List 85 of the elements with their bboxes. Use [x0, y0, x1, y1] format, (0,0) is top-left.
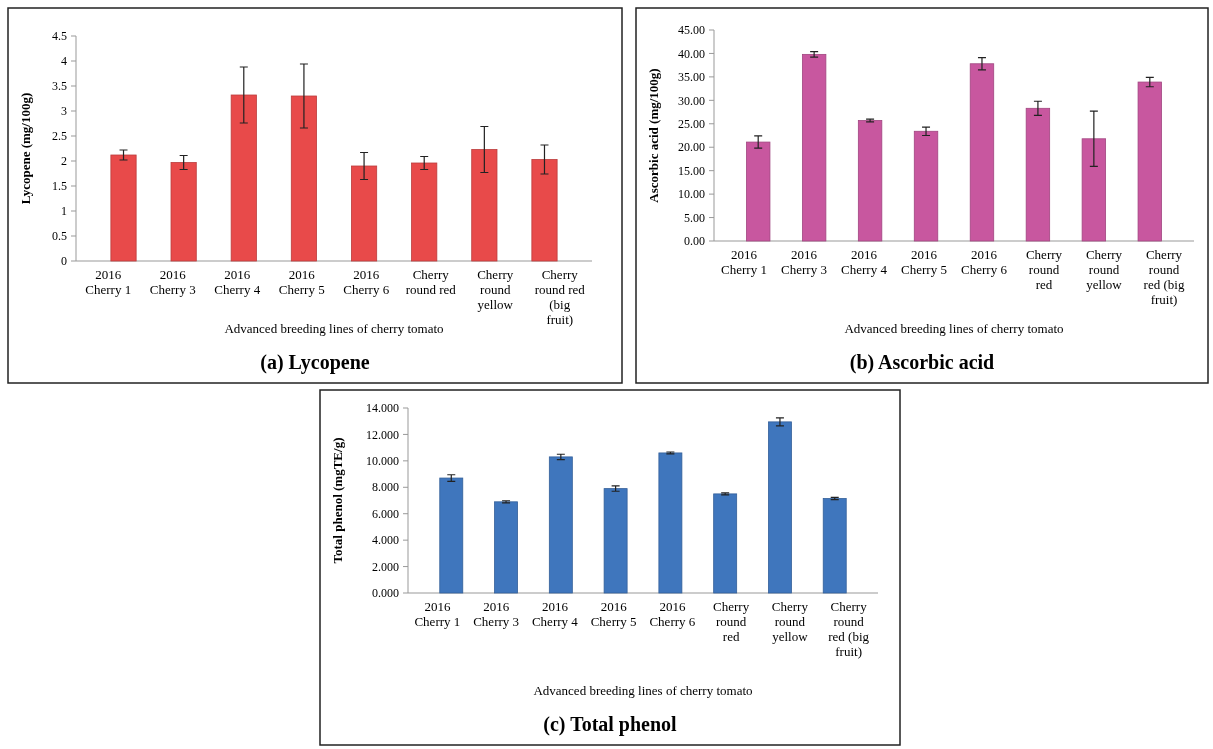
y-axis-title: Total phenol (mgTE/g) — [330, 437, 345, 564]
y-tick-label: 35.00 — [678, 70, 705, 85]
x-axis-title: Advanced breeding lines of cherry tomato — [533, 683, 753, 698]
bar — [822, 498, 847, 594]
y-tick-label: 5.00 — [684, 210, 705, 225]
y-tick-label: 1 — [61, 204, 67, 219]
y-tick-label: 2.000 — [372, 559, 399, 574]
text: (b) Ascorbic acid — [849, 351, 995, 374]
x-tick-label: 2016 Cherry 3 — [781, 247, 827, 277]
bar — [713, 493, 738, 594]
y-tick-label: 3.5 — [52, 79, 67, 94]
y-tick-label: 4.000 — [372, 533, 399, 548]
bar — [439, 477, 464, 594]
x-tick-label: 2016 Cherry 1 — [721, 247, 767, 277]
y-tick-label: 3 — [61, 104, 67, 119]
y-axis-title: Lycopene (mg/100g) — [18, 92, 33, 205]
x-tick-label: 2016 Cherry 1 — [85, 267, 132, 297]
bar — [170, 162, 197, 262]
bar — [110, 154, 137, 262]
bar — [913, 130, 939, 242]
bar — [411, 162, 438, 262]
x-tick-label: 2016 Cherry 6 — [649, 599, 696, 629]
x-tick-label: Cherry round yellow — [1085, 247, 1123, 292]
text: (c) Total phenol — [543, 713, 678, 736]
y-tick-label: 14.000 — [366, 401, 399, 416]
x-tick-label: 2016 Cherry 4 — [841, 247, 888, 277]
y-tick-label: 40.00 — [678, 46, 705, 61]
bar — [1137, 81, 1162, 242]
y-tick-label: 6.000 — [372, 506, 399, 521]
y-tick-label: 30.00 — [678, 93, 705, 108]
y-tick-label: 0 — [61, 254, 67, 269]
text: (a) Lycopene — [260, 351, 370, 374]
bar — [1025, 107, 1051, 242]
bar — [230, 94, 257, 262]
x-tick-label: 2016 Cherry 6 — [343, 267, 390, 297]
x-tick-label: 2016 Cherry 4 — [531, 599, 579, 629]
x-tick-label: Cherry round red (big fruit) — [1143, 247, 1185, 307]
y-tick-label: 10.000 — [366, 454, 399, 469]
x-axis-title: Advanced breeding lines of cherry tomato — [844, 321, 1064, 336]
y-tick-label: 15.00 — [678, 163, 705, 178]
x-tick-label: Cherry round yellow — [771, 599, 809, 644]
x-tick-label: 2016 Cherry 5 — [278, 267, 325, 297]
y-tick-label: 45.00 — [678, 23, 705, 38]
y-tick-label: 12.000 — [366, 427, 399, 442]
bar — [494, 501, 518, 594]
y-tick-label: 0.000 — [372, 586, 399, 601]
x-tick-label: 2016 Cherry 5 — [590, 599, 637, 629]
bar — [351, 165, 378, 262]
y-tick-label: 2 — [61, 154, 67, 169]
bar — [290, 95, 317, 262]
y-axis-title: Ascorbic acid (mg/100g) — [646, 68, 661, 203]
y-tick-label: 0.5 — [52, 229, 67, 244]
x-tick-label: Cherry round red — [713, 599, 750, 644]
y-tick-label: 4.5 — [52, 29, 67, 44]
x-tick-label: 2016 Cherry 4 — [214, 267, 261, 297]
bar — [969, 63, 995, 242]
y-tick-label: 4 — [61, 54, 67, 69]
y-tick-label: 2.5 — [52, 129, 67, 144]
bar — [768, 421, 792, 594]
bar — [1081, 138, 1107, 242]
bar — [603, 488, 628, 594]
x-tick-label: 2016 Cherry 5 — [901, 247, 947, 277]
x-tick-label: 2016 Cherry 3 — [473, 599, 520, 629]
y-tick-label: 1.5 — [52, 179, 67, 194]
x-tick-label: 2016 Cherry 1 — [414, 599, 461, 629]
bar — [658, 452, 683, 594]
y-tick-label: 20.00 — [678, 140, 705, 155]
bar — [531, 159, 558, 262]
x-tick-label: Cherry round red (big fruit) — [534, 267, 586, 327]
x-tick-label: 2016 Cherry 6 — [961, 247, 1008, 277]
y-tick-label: 10.00 — [678, 187, 705, 202]
bar — [801, 53, 827, 242]
bar — [746, 141, 771, 242]
x-tick-label: Cherry round red (big fruit) — [828, 599, 870, 659]
bar — [471, 149, 498, 262]
y-tick-label: 8.000 — [372, 480, 399, 495]
x-axis-title: Advanced breeding lines of cherry tomato — [224, 321, 444, 336]
y-tick-label: 25.00 — [678, 116, 705, 131]
bar — [857, 120, 883, 242]
x-tick-label: Cherry round red — [1025, 247, 1063, 292]
x-tick-label: Cherry round yellow — [477, 267, 514, 312]
y-tick-label: 0.00 — [684, 234, 705, 249]
bar — [548, 456, 573, 594]
x-tick-label: 2016 Cherry 3 — [149, 267, 196, 297]
x-tick-label: Cherry round red — [405, 267, 457, 297]
